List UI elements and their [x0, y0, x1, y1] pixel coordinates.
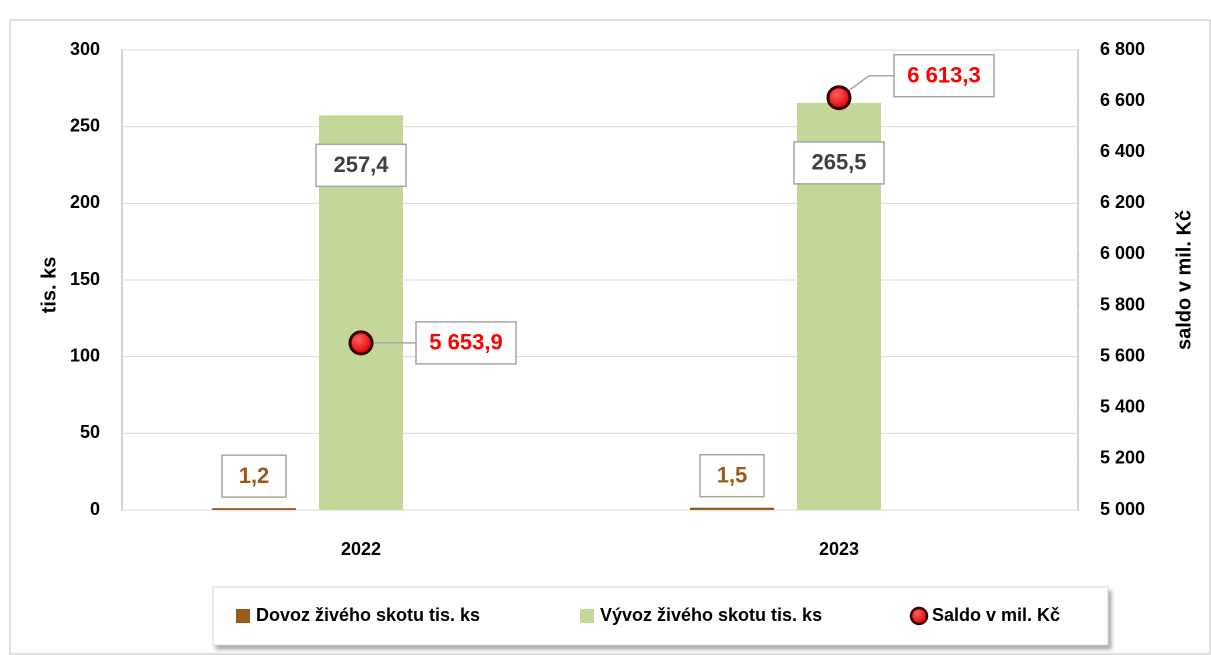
- y2-tick-label: 5 800: [1100, 294, 1145, 314]
- x-tick-label: 2022: [341, 539, 381, 559]
- y2-tick-label: 6 600: [1100, 90, 1145, 110]
- legend-label: Vývoz živého skotu tis. ks: [600, 605, 822, 625]
- marker: [826, 85, 852, 111]
- x-tick-label: 2023: [819, 539, 859, 559]
- y2-tick-label: 5 200: [1100, 448, 1145, 468]
- y-tick-label: 100: [70, 345, 100, 365]
- data-label: 265,5: [811, 150, 866, 175]
- y-tick-label: 200: [70, 192, 100, 212]
- y-tick-label: 50: [80, 422, 100, 442]
- data-label: 257,4: [333, 152, 389, 177]
- data-label: 1,5: [717, 463, 748, 488]
- y-tick-label: 150: [70, 269, 100, 289]
- y2-tick-label: 5 400: [1100, 397, 1145, 417]
- data-label-box: [793, 141, 885, 185]
- y2-tick-label: 6 000: [1100, 243, 1145, 263]
- data-label: 5 653,9: [429, 330, 502, 355]
- data-label-box: [893, 53, 995, 98]
- y2-tick-label: 5 000: [1100, 499, 1145, 519]
- legend: [212, 586, 1109, 646]
- y2-tick-label: 6 400: [1100, 141, 1145, 161]
- legend-swatch: [236, 609, 250, 623]
- legend-swatch: [580, 609, 594, 623]
- data-label-box: [221, 454, 287, 498]
- data-label-box: [415, 321, 517, 365]
- legend-marker: [909, 606, 929, 626]
- y2-tick-label: 6 800: [1100, 39, 1145, 59]
- y-tick-label: 250: [70, 115, 100, 135]
- marker: [348, 330, 374, 356]
- bar: [690, 507, 774, 510]
- data-label-box: [699, 453, 765, 498]
- bar: [212, 508, 296, 510]
- legend-label: Dovoz živého skotu tis. ks: [256, 605, 480, 625]
- data-label: 1,2: [239, 463, 270, 488]
- y2-tick-label: 6 200: [1100, 192, 1145, 212]
- data-label: 6 613,3: [907, 63, 980, 88]
- data-label-box: [315, 143, 407, 188]
- legend-label: Saldo v mil. Kč: [932, 605, 1060, 625]
- y2-axis-label: saldo v mil. Kč: [1173, 210, 1195, 350]
- frame: [9, 19, 1211, 655]
- y-axis-label: tis. ks: [38, 257, 60, 314]
- y-tick-label: 0: [90, 499, 100, 519]
- y2-tick-label: 5 600: [1100, 345, 1145, 365]
- y-tick-label: 300: [70, 39, 100, 59]
